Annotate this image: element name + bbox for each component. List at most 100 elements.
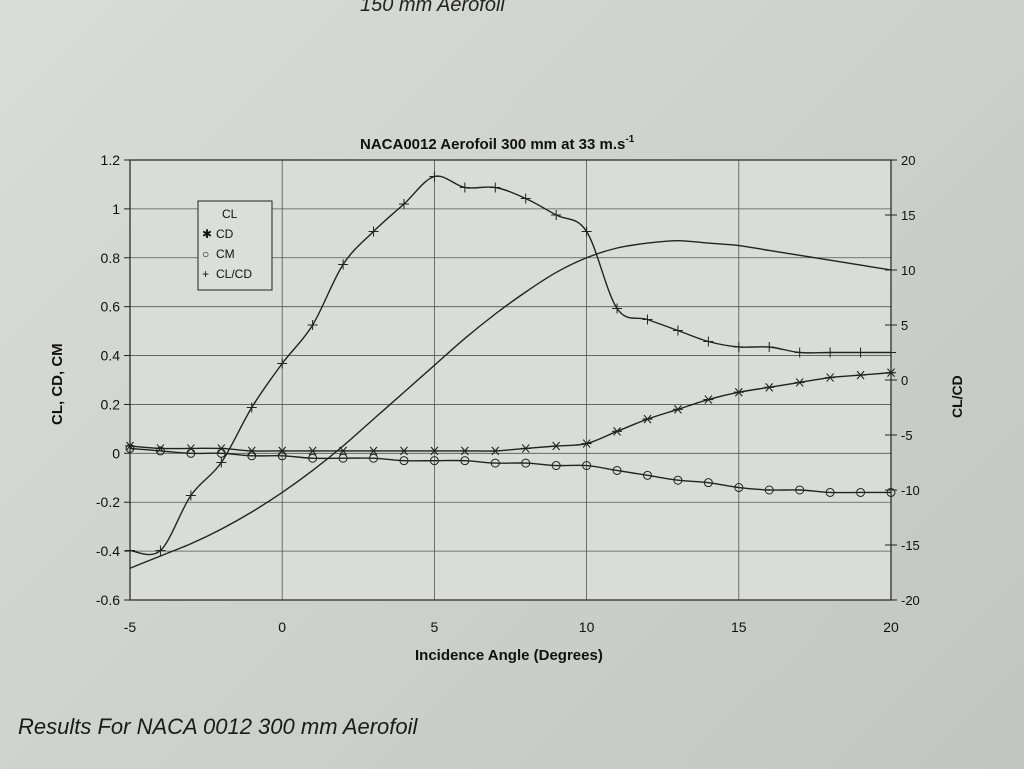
axes [124, 159, 897, 601]
legend: CL ✱ CD ○ CM + CL/CD [197, 200, 273, 291]
data-point-cl-cd [459, 182, 470, 193]
y-tick-label: -0.6 [96, 592, 120, 608]
data-point-cm [825, 487, 835, 497]
data-point-cl-cd [307, 320, 318, 330]
data-point-cm [703, 478, 713, 488]
data-point-cm [247, 451, 257, 461]
y2-tick-label: -20 [901, 593, 920, 608]
data-point-cm [429, 456, 439, 466]
data-point-cm [612, 465, 622, 475]
data-point-cl-cd [642, 314, 653, 325]
series-line-cl [129, 239, 892, 569]
data-point-cm [582, 461, 592, 471]
data-point-cm [308, 453, 318, 463]
y-tick-label: 0.2 [101, 396, 121, 412]
legend-marker: ✱ [202, 227, 212, 241]
data-point-cd [246, 446, 257, 456]
data-point-cd [307, 446, 318, 456]
data-point-cd [642, 414, 653, 424]
legend-label: CM [216, 247, 235, 261]
y2-tick-label: 5 [901, 318, 908, 333]
data-point-cd [581, 439, 592, 448]
x-tick-label: -5 [124, 619, 137, 635]
data-point-cm [216, 448, 226, 458]
x-tick-label: 0 [278, 619, 286, 635]
data-point-cd [794, 378, 805, 387]
y-tick-label: 0.4 [101, 348, 121, 364]
series-markers [125, 171, 896, 556]
data-point-cm [734, 483, 744, 493]
legend-marker: ○ [202, 247, 209, 261]
legend-label: CL [222, 207, 238, 221]
data-point-cl-cd [368, 226, 379, 237]
data-point-cm [673, 475, 683, 485]
data-point-cl-cd [155, 545, 166, 556]
data-point-cl-cd [886, 347, 896, 358]
y2-tick-label: -15 [901, 538, 920, 553]
y2-tick-label: -5 [901, 428, 913, 443]
data-point-cl-cd [855, 347, 866, 358]
data-point-cd [520, 444, 531, 453]
data-point-cl-cd [338, 259, 349, 270]
data-point-cd [886, 368, 896, 378]
data-point-cm [399, 456, 409, 466]
x-tick-label: 5 [431, 619, 439, 635]
top-caption: 150 mm Aerofoil [360, 0, 505, 16]
legend-box [197, 200, 273, 291]
data-point-cd [185, 444, 196, 453]
data-point-cd [764, 382, 775, 392]
x-tick-label: 20 [883, 619, 899, 635]
data-point-cl-cd [125, 545, 135, 556]
data-point-cd [855, 370, 866, 380]
data-point-cd [338, 446, 349, 456]
y2-axis-label: CL/CD [949, 375, 965, 418]
legend-label: CL/CD [216, 267, 252, 281]
data-point-cl-cd [246, 402, 257, 413]
data-point-cm [338, 453, 348, 463]
data-point-cl-cd [733, 342, 744, 352]
data-point-cm [856, 487, 866, 497]
y2-tick-label: 10 [901, 263, 915, 278]
data-point-cd [429, 446, 440, 456]
data-point-cd [216, 444, 227, 453]
data-point-cl-cd [581, 226, 592, 237]
data-point-cl-cd [825, 347, 836, 358]
y2-tick-label: 0 [901, 373, 908, 388]
tick-labels: -5 0 5 10 15 20 -0.6 -0.4 -0.2 0 0.2 0.4 0.6 0.8 1 1.2 -… [96, 152, 920, 635]
data-point-cl-cd [520, 193, 531, 204]
data-point-cl-cd [277, 358, 288, 369]
x-axis-label: Incidence Angle (Degrees) [415, 647, 603, 664]
data-point-cd [490, 446, 501, 456]
y-tick-label: 0 [112, 445, 120, 461]
y2-tick-label: -10 [901, 483, 920, 498]
data-point-cd [368, 446, 379, 456]
data-point-cd [551, 441, 562, 451]
data-point-cd [398, 446, 409, 456]
data-point-cm [369, 453, 379, 463]
x-tick-label: 10 [579, 619, 595, 635]
data-point-cm [490, 458, 500, 468]
data-point-cm [764, 485, 774, 495]
data-point-cd [825, 373, 836, 382]
x-tick-label: 15 [731, 619, 747, 635]
y-tick-label: -0.4 [96, 543, 120, 559]
data-point-cl-cd [551, 210, 562, 220]
data-point-cd [733, 387, 744, 397]
data-point-cm [155, 446, 165, 456]
series-line-cm [129, 447, 891, 494]
data-point-cl-cd [672, 325, 683, 336]
y-tick-label: 0.8 [101, 250, 121, 266]
bottom-caption: Results For NACA 0012 300 mm Aerofoil [18, 714, 418, 739]
data-point-cl-cd [185, 490, 196, 501]
data-point-cd [703, 395, 714, 404]
y2-tick-label: 15 [901, 208, 915, 223]
legend-label: CD [216, 227, 234, 241]
y2-tick-label: 20 [901, 153, 915, 168]
chart-title: NACA0012 Aerofoil 300 mm at 33 m.s-1 [360, 134, 635, 153]
series-line-cl-cd [129, 175, 891, 556]
data-point-cm [795, 485, 805, 495]
data-point-cm [186, 448, 196, 458]
data-point-cm [460, 456, 470, 466]
data-point-cm [886, 487, 896, 497]
data-point-cl-cd [703, 336, 714, 347]
